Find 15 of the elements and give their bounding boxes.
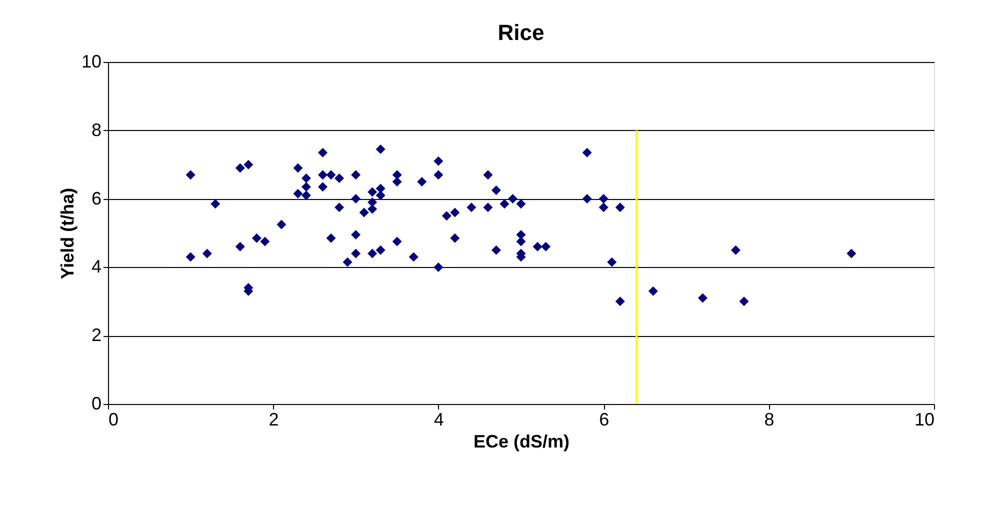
x-tick-label: 10 bbox=[914, 410, 934, 430]
x-tick-label: 8 bbox=[764, 410, 774, 430]
y-tick-label: 8 bbox=[91, 120, 102, 140]
y-axis-title: Yield (t/ha) bbox=[57, 188, 78, 280]
x-tick-label: 0 bbox=[108, 410, 119, 430]
x-tick-label: 6 bbox=[599, 410, 610, 430]
y-tick-label: 2 bbox=[91, 325, 102, 346]
y-tick-label: 6 bbox=[91, 188, 102, 208]
y-tick-label: 10 bbox=[81, 52, 102, 72]
y-tick-label: 4 bbox=[91, 256, 102, 277]
chart-title: Rice bbox=[498, 20, 544, 45]
y-tick-label: 0 bbox=[91, 394, 102, 414]
x-tick-label: 4 bbox=[434, 410, 444, 430]
x-axis-title: ECe (dS/m) bbox=[473, 432, 570, 452]
x-tick-label: 2 bbox=[268, 410, 279, 430]
